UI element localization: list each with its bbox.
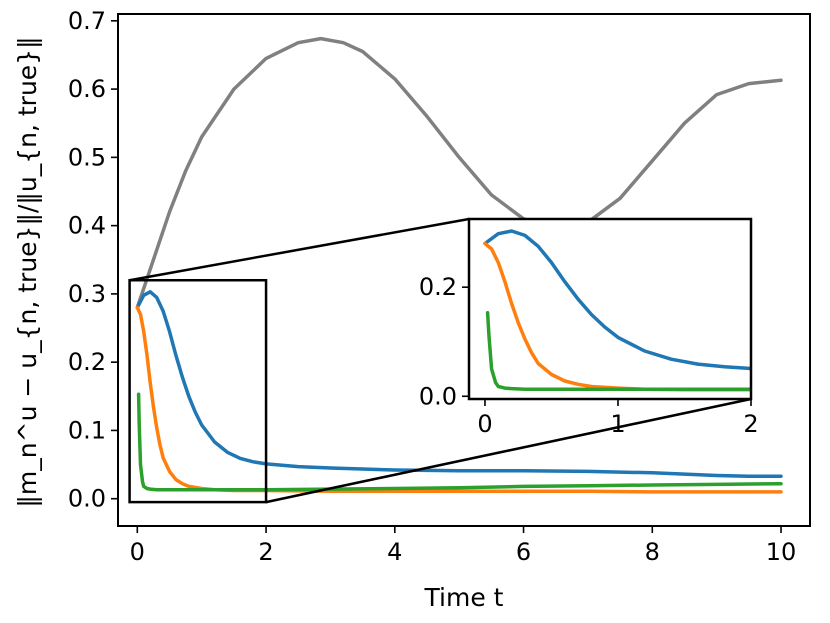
inset-x-tick-label: 2 [743, 410, 758, 438]
zoom-connector-bottom [265, 397, 752, 504]
inset-x-tick-label: 0 [477, 410, 492, 438]
series-line-gray [135, 36, 783, 310]
series-line-orange [135, 305, 783, 494]
zoom-region-box [128, 278, 268, 504]
y-tick-label: 0.7 [68, 7, 106, 35]
inset-series-line-green [485, 311, 751, 391]
x-tick-label: 10 [766, 538, 797, 566]
inset-series-line-orange [483, 241, 751, 392]
y-tick-label: 0.0 [68, 485, 106, 513]
y-tick-label: 0.1 [68, 416, 106, 444]
x-tick-label: 0 [130, 538, 145, 566]
y-tick-label: 0.4 [68, 212, 106, 240]
x-tick-label: 2 [258, 538, 273, 566]
x-tick-label: 8 [645, 538, 660, 566]
inset-x-tick-label: 1 [610, 410, 625, 438]
inset-series-line-blue [483, 229, 751, 371]
y-tick-label: 0.6 [68, 75, 106, 103]
inset-y-tick-label: 0.0 [419, 382, 457, 410]
y-tick-label: 0.5 [68, 143, 106, 171]
y-axis-label: ‖m_n^u − u_{n, true}‖/‖u_{n, true}‖ [13, 36, 42, 507]
x-tick-label: 4 [387, 538, 402, 566]
main-plot-area [135, 36, 783, 494]
x-axis-label: Time t [424, 583, 504, 612]
inset-axes-frame [467, 217, 753, 401]
series-line-blue [135, 290, 783, 478]
zoom-connector-top [129, 217, 470, 282]
inset-y-tick-label: 0.2 [419, 273, 457, 301]
inset-background [469, 219, 751, 399]
series-line-green [136, 392, 783, 492]
main-axes-frame [117, 13, 811, 527]
inset-plot-area [483, 229, 751, 392]
y-tick-label: 0.2 [68, 348, 106, 376]
y-tick-label: 0.3 [68, 280, 106, 308]
x-tick-label: 6 [516, 538, 531, 566]
